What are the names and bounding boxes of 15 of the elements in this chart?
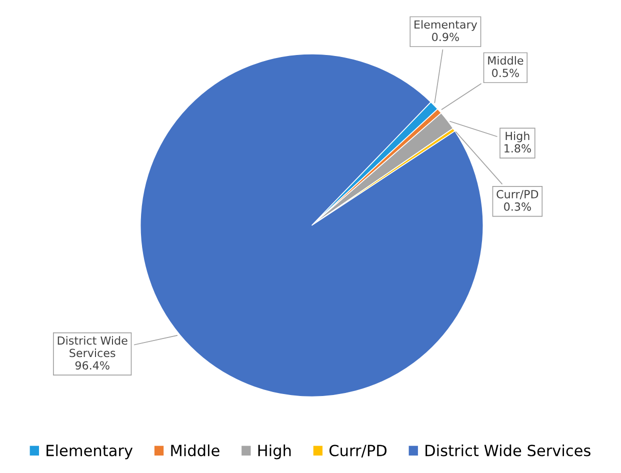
slice-label: High [506,132,530,142]
data-label: 0.5% [492,68,519,78]
legend-label: High [258,444,291,460]
slice-label: Middle [488,56,524,65]
legend-label: District Wide Services [426,444,590,456]
legend-label: Middle [171,444,220,456]
legend-label: Elementary [46,444,133,460]
legend-label: Curr/PD [329,444,386,458]
slice-label: District Wide Services [58,336,128,358]
data-label: 96.4% [75,361,110,370]
slice-label: Elementary [414,20,478,31]
data-label: 1.8% [504,144,531,153]
data-label: 0.3% [504,202,531,211]
slice-label: Curr/PD [496,190,538,200]
data-label: 0.9% [432,32,459,42]
